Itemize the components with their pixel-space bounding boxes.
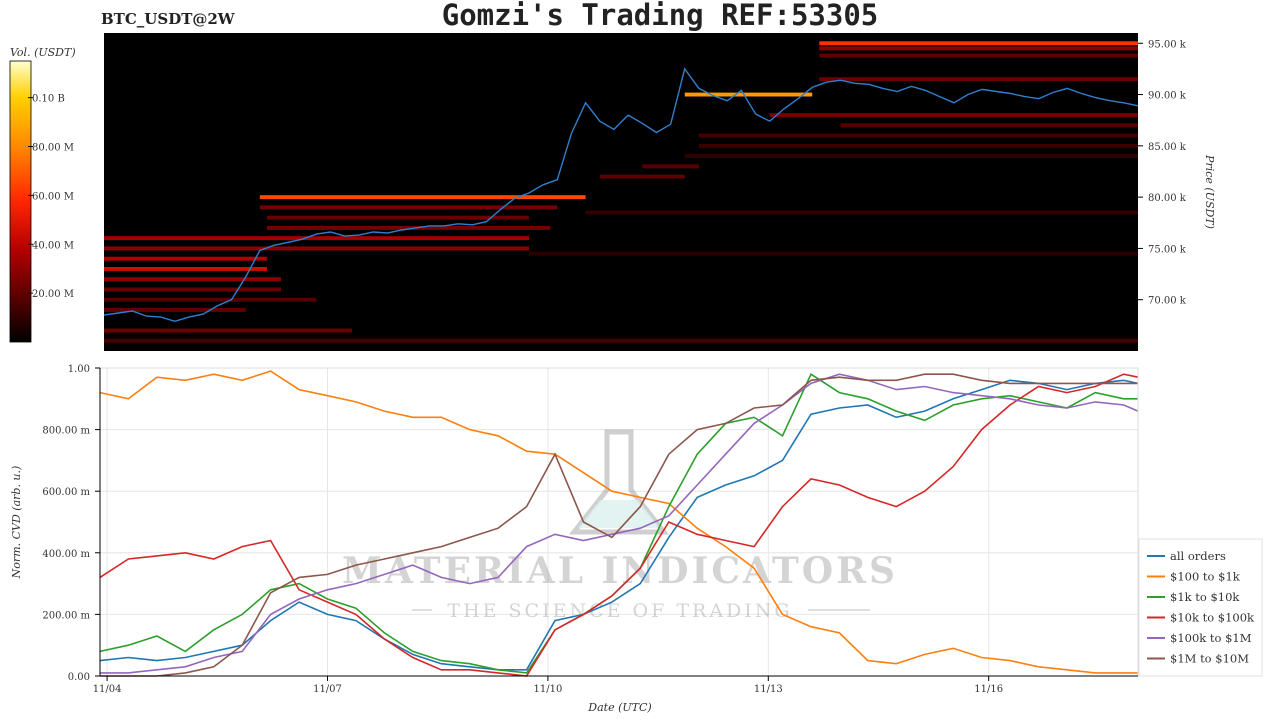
colorbar-tick-label: 40.00 M	[32, 240, 74, 251]
cvd-series-line	[99, 370, 1138, 674]
watermark: MATERIAL INDICATORS THE SCIENCE OF TRADI…	[342, 429, 898, 622]
cvd-lines	[99, 370, 1139, 677]
liquidity-wall	[104, 236, 529, 241]
liquidity-wall	[528, 251, 1138, 256]
cvd-series-line	[100, 373, 1139, 674]
cvd-y-tick-label: 1.00	[68, 364, 90, 375]
liquidity-wall	[104, 287, 282, 292]
legend-box	[1138, 538, 1263, 677]
cvd-x-axis-label: Date (UTC)	[587, 701, 651, 714]
liquidity-wall	[259, 195, 586, 200]
watermark-title: MATERIAL INDICATORS	[342, 550, 898, 592]
colorbar-ticks: 0.10 B 80.00 M 60.00 M 40.00 M 20.00 M	[28, 94, 74, 300]
cvd-series-line	[100, 373, 1138, 677]
price-line	[103, 67, 1139, 323]
liquidity-wall	[266, 225, 551, 230]
liquidity-wall	[840, 123, 1138, 128]
cvd-series-line	[99, 373, 1139, 677]
liquidity-wall	[259, 205, 558, 210]
price-tick-label: 75.00 k	[1148, 244, 1187, 255]
pair-label: BTC_USDT@2W	[101, 10, 235, 28]
heatmap-panel	[103, 33, 1139, 351]
legend-label: $10k to $100k	[1170, 611, 1255, 625]
colorbar	[9, 60, 32, 343]
price-tick-label: 85.00 k	[1148, 142, 1187, 153]
cvd-y-tick-label: 600.00 m	[42, 487, 90, 498]
liquidity-wall	[642, 164, 699, 169]
price-tick-label: 70.00 k	[1148, 296, 1187, 307]
liquidity-wall	[266, 215, 529, 220]
colorbar-tick-label: 80.00 M	[32, 143, 74, 154]
cvd-y-tick-label: 800.00 m	[42, 426, 90, 437]
liquidity-wall	[819, 77, 1138, 82]
liquidity-wall	[104, 338, 1138, 343]
liquidity-wall	[585, 210, 1138, 215]
legend-label: $100 to $1k	[1170, 570, 1241, 584]
price-axis-label: Price (USDT)	[1203, 154, 1216, 229]
cvd-y-tick-label: 0.00	[68, 672, 90, 683]
liquidity-wall	[104, 246, 529, 251]
legend-label: $1M to $10M	[1170, 652, 1249, 666]
price-tick-label: 90.00 k	[1148, 91, 1187, 102]
liquidity-wall	[599, 174, 685, 179]
liquidity-wall	[819, 41, 1138, 46]
cvd-series-line	[99, 379, 1139, 671]
liquidity-wall	[104, 328, 352, 333]
price-axis: 70.00 k 75.00 k 80.00 k 85.00 k 90.00 k 95.00…	[1138, 39, 1187, 307]
price-tick-label: 95.00 k	[1148, 39, 1187, 50]
liquidity-wall	[104, 308, 246, 312]
legend-label: $100k to $1M	[1170, 631, 1252, 645]
liquidity-wall	[819, 46, 1138, 51]
cvd-y-tick-label: 400.00 m	[42, 549, 90, 560]
cvd-y-tick-label: 200.00 m	[42, 610, 90, 621]
colorbar-tick-label: 20.00 M	[32, 289, 74, 300]
liquidity-wall	[698, 133, 1138, 138]
liquidity-wall	[104, 266, 267, 271]
liquidity-wall	[104, 297, 317, 302]
colorbar-label: Vol. (USDT)	[10, 46, 76, 59]
legend: all orders $100 to $1k $1k to $10k $10k to …	[1138, 538, 1263, 677]
liquidity-wall	[684, 154, 1138, 159]
cvd-x-tick-label: 11/10	[533, 684, 562, 695]
liquidity-wall	[819, 53, 1138, 58]
cvd-x-tick-label: 11/04	[93, 684, 122, 695]
colorbar-tick-label: 0.10 B	[32, 94, 65, 105]
flask-icon	[568, 429, 670, 535]
watermark-subtitle: THE SCIENCE OF TRADING	[447, 600, 792, 622]
price-tick-label: 80.00 k	[1148, 193, 1187, 204]
cvd-x-ticks: 11/04 11/07 11/10 11/13 11/16	[93, 676, 1003, 695]
page-title: Gomzi's Trading REF:53305	[441, 0, 879, 32]
liquidity-wall	[698, 143, 1138, 148]
cvd-x-tick-label: 11/07	[313, 684, 342, 695]
liquidity-walls	[104, 41, 1138, 343]
liquidity-wall	[104, 277, 282, 282]
liquidity-wall	[104, 256, 267, 261]
legend-label: $1k to $10k	[1170, 590, 1240, 604]
colorbar-tick-label: 60.00 M	[32, 191, 74, 202]
cvd-x-tick-label: 11/13	[754, 684, 783, 695]
cvd-x-tick-label: 11/16	[974, 684, 1003, 695]
legend-label: all orders	[1170, 549, 1226, 563]
cvd-y-axis-label: Norm. CVD (arb. u.)	[10, 466, 23, 580]
cvd-y-ticks: 0.00 200.00 m 400.00 m 600.00 m 800.00 m 1.00	[42, 364, 100, 683]
liquidity-wall	[684, 92, 813, 97]
liquidity-wall	[769, 113, 1138, 118]
